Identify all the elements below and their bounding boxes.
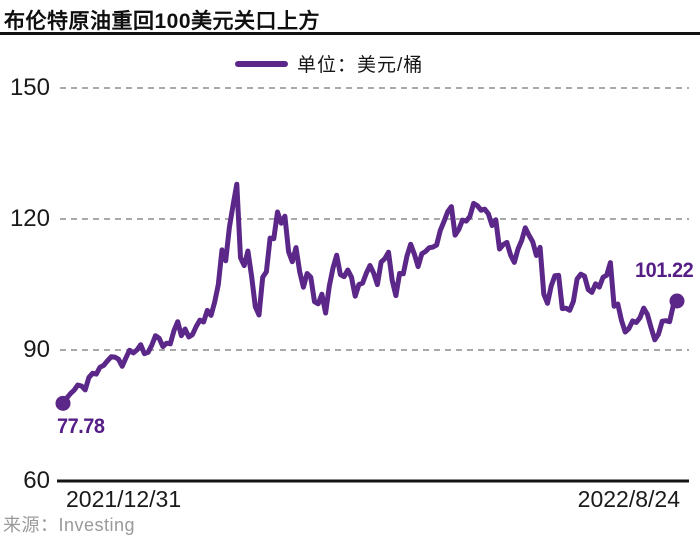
x-axis-end-date: 2022/8/24 [577, 486, 680, 512]
page-title: 布伦特原油重回100美元关口上方 [4, 10, 321, 33]
y-axis-tick-150: 150 [9, 74, 50, 101]
price-line [60, 181, 680, 406]
start-value-label: 77.78 [57, 415, 105, 438]
legend: 单位：美元/桶 [235, 50, 423, 76]
x-axis-start-date: 2021/12/31 [66, 486, 182, 512]
y-axis-tick-120: 120 [9, 205, 50, 232]
y-axis-tick-60: 60 [23, 467, 50, 494]
title-underline [0, 32, 700, 35]
start-dot [55, 395, 71, 411]
source-credit: 来源：Investing [3, 515, 136, 535]
legend-label: 单位：美元/桶 [297, 54, 424, 76]
end-value-label: 101.22 [634, 259, 694, 282]
y-axis-tick-90: 90 [23, 336, 50, 363]
end-dot [669, 293, 685, 309]
legend-line-swatch [235, 61, 288, 67]
